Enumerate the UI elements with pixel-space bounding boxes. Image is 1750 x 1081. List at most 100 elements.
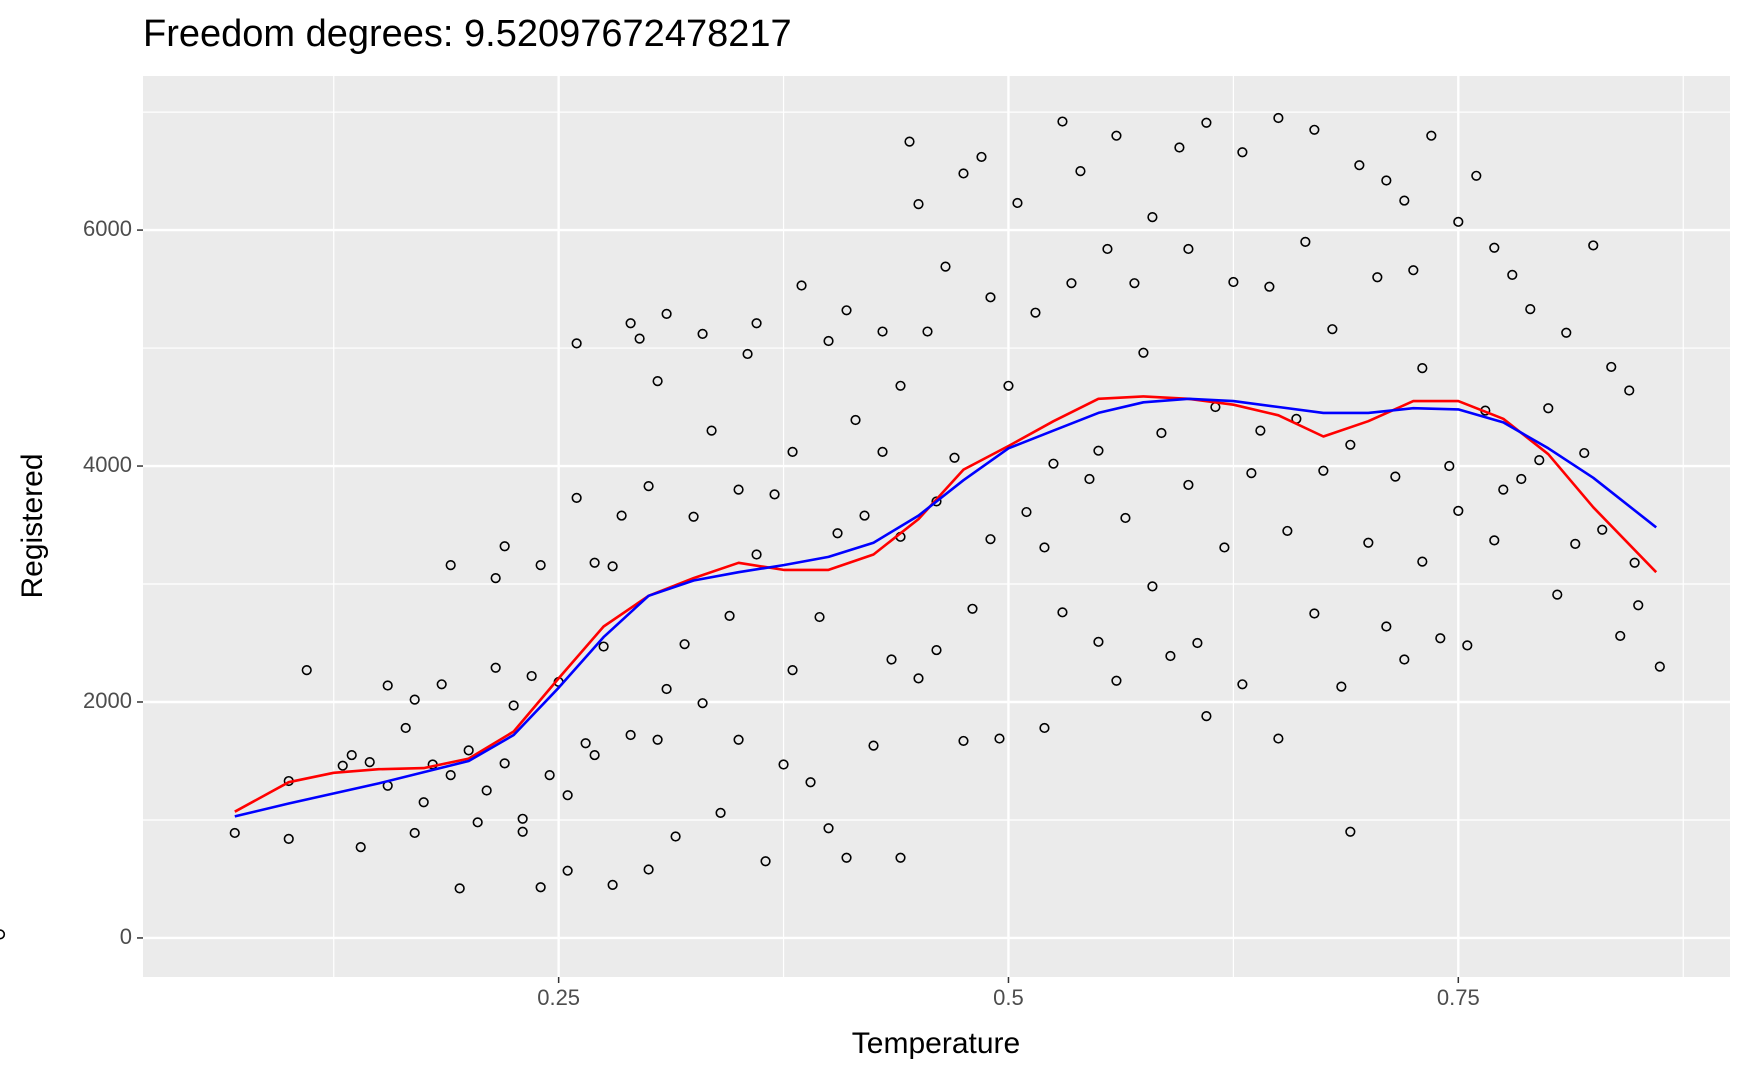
- data-point: [1462, 640, 1473, 651]
- data-point: [1255, 425, 1266, 436]
- data-point: [1309, 608, 1320, 619]
- data-point: [1237, 147, 1248, 158]
- data-point: [1579, 447, 1590, 459]
- x-tick-label: 0.5: [993, 985, 1024, 1010]
- plot-panel: [143, 76, 1730, 977]
- data-point: [994, 733, 1005, 744]
- data-point: [652, 734, 663, 745]
- y-tick-label: 0: [120, 924, 132, 949]
- data-point: [481, 785, 492, 796]
- data-point: [1597, 524, 1608, 535]
- data-point: [1399, 654, 1410, 665]
- data-point: [337, 760, 348, 771]
- data-point: [283, 833, 294, 844]
- data-point: [841, 305, 852, 316]
- data-point: [1489, 535, 1500, 546]
- chart-title: Freedom degrees: 9.52097672478217: [143, 13, 792, 55]
- data-point: [1417, 363, 1428, 374]
- data-point: [760, 856, 771, 867]
- data-point: [535, 882, 546, 893]
- data-point: [1327, 324, 1338, 335]
- data-point: [1003, 380, 1014, 391]
- data-point: [751, 549, 762, 560]
- data-point: [1147, 581, 1158, 592]
- data-point: [544, 770, 555, 781]
- data-point: [751, 318, 762, 329]
- data-point: [1654, 661, 1665, 672]
- y-axis-title: Registered: [16, 453, 49, 598]
- data-point: [1147, 212, 1158, 223]
- data-point: [499, 758, 510, 769]
- data-point: [913, 199, 924, 210]
- data-point: [1453, 216, 1464, 227]
- data-point: [733, 734, 744, 745]
- y-tick-label: 2000: [83, 688, 132, 713]
- data-point: [1273, 733, 1284, 744]
- data-point: [1399, 195, 1410, 206]
- data-point: [679, 639, 690, 650]
- data-point: [832, 528, 843, 539]
- data-point: [877, 446, 888, 457]
- data-point: [1345, 439, 1356, 450]
- data-point: [508, 700, 519, 711]
- data-point: [1138, 347, 1149, 358]
- data-point: [1237, 679, 1248, 690]
- data-point: [823, 335, 834, 347]
- data-point: [787, 446, 798, 457]
- data-point: [1552, 589, 1563, 600]
- data-point: [598, 641, 609, 652]
- data-point: [1066, 278, 1077, 289]
- data-point: [724, 610, 735, 621]
- data-point: [814, 611, 825, 623]
- data-point: [850, 414, 861, 426]
- data-point: [463, 745, 474, 756]
- data-point: [913, 673, 924, 684]
- data-point: [1111, 675, 1122, 686]
- data-point: [1498, 484, 1509, 495]
- data-point: [472, 817, 483, 828]
- data-point: [922, 326, 933, 337]
- data-point: [976, 151, 987, 163]
- data-point: [1390, 471, 1401, 482]
- data-point: [409, 827, 420, 839]
- data-point: [1030, 307, 1041, 318]
- data-point: [823, 823, 834, 834]
- data-point: [1201, 711, 1212, 722]
- data-point: [418, 797, 429, 808]
- data-point: [1372, 272, 1383, 283]
- data-point: [1309, 124, 1320, 135]
- data-point: [931, 496, 942, 507]
- data-point: [841, 852, 852, 863]
- data-point: [895, 380, 906, 391]
- data-point: [643, 480, 654, 492]
- data-point: [400, 722, 411, 734]
- data-point: [1201, 117, 1212, 128]
- data-point: [517, 813, 528, 824]
- data-point: [1192, 637, 1203, 649]
- data-point: [868, 740, 879, 751]
- data-point: [742, 348, 753, 360]
- data-point: [562, 865, 573, 876]
- x-axis-title: Temperature: [852, 1027, 1020, 1060]
- x-tick-label: 0.25: [537, 985, 580, 1010]
- data-point: [1507, 269, 1518, 281]
- data-point: [1300, 236, 1311, 247]
- data-point: [1381, 175, 1392, 186]
- data-point: [940, 261, 951, 272]
- data-point: [688, 511, 699, 522]
- data-point: [580, 738, 591, 749]
- data-point: [1629, 557, 1640, 568]
- data-point: [1093, 636, 1104, 647]
- data-point: [301, 665, 312, 676]
- data-point: [1129, 278, 1140, 289]
- data-point: [517, 826, 528, 837]
- data-point: [1525, 304, 1536, 315]
- data-point: [1354, 160, 1365, 171]
- data-point: [229, 827, 240, 839]
- data-point: [733, 484, 744, 495]
- data-point: [697, 328, 708, 340]
- data-point: [1606, 361, 1617, 373]
- data-point: [1246, 468, 1257, 479]
- data-point: [607, 879, 618, 890]
- data-point: [886, 654, 897, 665]
